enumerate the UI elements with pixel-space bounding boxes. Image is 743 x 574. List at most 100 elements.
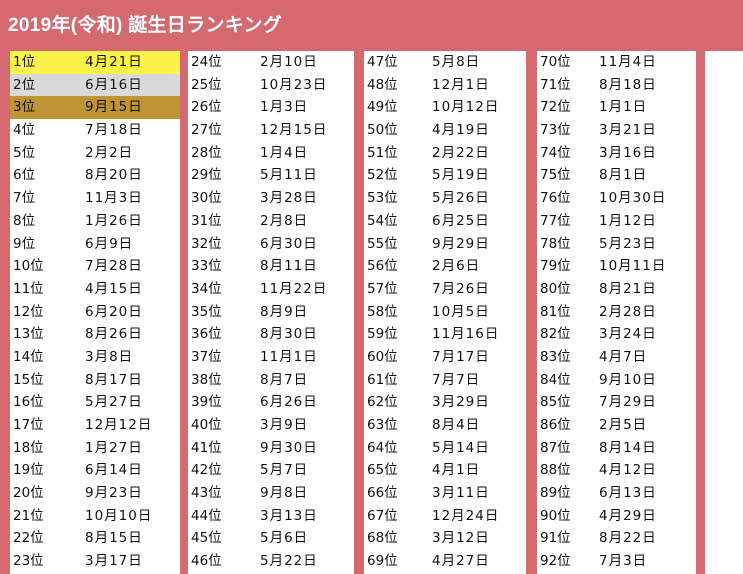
birthday-date: 7月18日 (85, 122, 143, 139)
birthday-date: 4月7日 (599, 348, 648, 365)
rank-label: 6位 (13, 167, 36, 184)
birthday-date: 9月29日 (432, 235, 490, 252)
birthday-date: 9月15日 (85, 99, 143, 116)
ranking-row: 41位 9月30日 (188, 437, 354, 460)
ranking-row: 5位 2月2日 (10, 142, 180, 165)
ranking-row: 36位 8月30日 (188, 323, 354, 346)
ranking-row: 35位 8月9日 (188, 301, 354, 324)
rank-label: 78位 (540, 235, 571, 252)
rank-label: 71位 (540, 76, 571, 93)
birthday-date: 5月7日 (260, 462, 309, 479)
rank-label: 31位 (191, 212, 222, 229)
birthday-date: 10月30日 (599, 190, 667, 207)
rank-label: 17位 (13, 417, 44, 433)
ranking-row: 72位 1月1日 (537, 96, 696, 119)
ranking-row: 73位 3月21日 (537, 119, 696, 142)
birthday-date: 3月16日 (599, 144, 657, 161)
birthday-date: 1月3日 (260, 99, 309, 116)
rank-label: 58位 (367, 303, 398, 320)
ranking-row: 19位 6月14日 (10, 459, 180, 482)
ranking-row: 27位 12月15日 (188, 119, 354, 142)
ranking-row: 15位 8月17日 (10, 369, 180, 392)
birthday-date: 4月27日 (432, 553, 490, 570)
birthday-date: 3月24日 (599, 326, 657, 343)
rank-label: 14位 (13, 348, 44, 365)
rank-label: 57位 (367, 280, 398, 297)
birthday-date: 5月27日 (85, 394, 143, 411)
rank-label: 72位 (540, 99, 571, 116)
rank-label: 88位 (540, 462, 571, 479)
rank-label: 89位 (540, 485, 571, 502)
ranking-row: 67位 12月24日 (364, 505, 526, 528)
rank-label: 21位 (13, 507, 44, 524)
ranking-row: 51位 2月22日 (364, 142, 526, 165)
ranking-row: 29位 5月11日 (188, 164, 354, 187)
birthday-date: 6月26日 (260, 394, 318, 411)
ranking-row: 55位 9月29日 (364, 233, 526, 256)
ranking-row: 80位 8月21日 (537, 278, 696, 301)
birthday-date: 12月12日 (85, 417, 153, 433)
birthday-date: 3月8日 (85, 348, 134, 365)
rank-label: 90位 (540, 507, 571, 524)
rank-label: 75位 (540, 167, 571, 184)
rank-label: 50位 (367, 122, 398, 139)
birthday-date: 11月3日 (85, 190, 143, 207)
birthday-date: 5月19日 (432, 167, 490, 184)
ranking-row: 58位 10月5日 (364, 301, 526, 324)
ranking-column-3: 47位 5月8日 48位 12月1日 49位 10月12日 50位 4月19日 51位 2月22日… (364, 51, 526, 574)
ranking-row: 70位 11月4日 (537, 51, 696, 74)
rank-label: 76位 (540, 190, 571, 207)
ranking-row: 8位 1月26日 (10, 210, 180, 233)
rank-label: 28位 (191, 144, 222, 161)
ranking-row: 33位 8月11日 (188, 255, 354, 278)
birthday-date: 5月8日 (432, 54, 481, 70)
rank-label: 73位 (540, 122, 571, 139)
ranking-row: 81位 2月28日 (537, 301, 696, 324)
birthday-date: 1月1日 (599, 99, 648, 116)
ranking-row: 4位 7月18日 (10, 119, 180, 142)
rank-label: 74位 (540, 144, 571, 161)
ranking-row: 52位 5月19日 (364, 164, 526, 187)
ranking-column-4: 70位 11月4日 71位 8月18日 72位 1月1日 73位 3月21日 74位 3月16日 7… (537, 51, 696, 574)
birthday-date: 2月6日 (432, 258, 481, 275)
birthday-date: 6月13日 (599, 485, 657, 502)
birthday-date: 6月16日 (85, 76, 143, 93)
rank-label: 7位 (13, 190, 36, 207)
rank-label: 85位 (540, 394, 571, 411)
rank-label: 3位 (13, 99, 36, 116)
birthday-date: 8月21日 (599, 280, 657, 297)
rank-label: 29位 (191, 167, 222, 184)
birthday-date: 8月20日 (85, 167, 143, 184)
rank-label: 34位 (191, 280, 222, 297)
birthday-date: 12月1日 (432, 76, 490, 93)
birthday-date: 7月28日 (85, 258, 143, 275)
birthday-date: 3月12日 (432, 530, 490, 547)
ranking-row: 54位 6月25日 (364, 210, 526, 233)
title-banner: 2019年(令和) 誕生日ランキング (0, 0, 743, 50)
ranking-row: 56位 2月6日 (364, 255, 526, 278)
rank-label: 69位 (367, 553, 398, 570)
birthday-date: 10月12日 (432, 99, 500, 116)
ranking-row: 74位 3月16日 (537, 142, 696, 165)
ranking-row: 79位 10月11日 (537, 255, 696, 278)
birthday-date: 4月29日 (599, 507, 657, 524)
ranking-row: 87位 8月14日 (537, 437, 696, 460)
ranking-row: 75位 8月1日 (537, 164, 696, 187)
ranking-row: 24位 2月10日 (188, 51, 354, 74)
rank-label: 46位 (191, 553, 222, 570)
birthday-date: 8月9日 (260, 303, 309, 320)
ranking-row: 53位 5月26日 (364, 187, 526, 210)
birthday-date: 10月5日 (432, 303, 490, 320)
ranking-row: 46位 5月22日 (188, 550, 354, 573)
rank-label: 42位 (191, 462, 222, 479)
rank-label: 16位 (13, 394, 44, 411)
birthday-date: 7月29日 (599, 394, 657, 411)
birthday-date: 9月30日 (260, 439, 318, 456)
birthday-date: 2月5日 (599, 417, 648, 433)
birthday-date: 7月3日 (599, 553, 648, 570)
rank-label: 86位 (540, 417, 571, 433)
rank-label: 82位 (540, 326, 571, 343)
ranking-row: 48位 12月1日 (364, 74, 526, 97)
rank-label: 81位 (540, 303, 571, 320)
ranking-row: 77位 1月12日 (537, 210, 696, 233)
